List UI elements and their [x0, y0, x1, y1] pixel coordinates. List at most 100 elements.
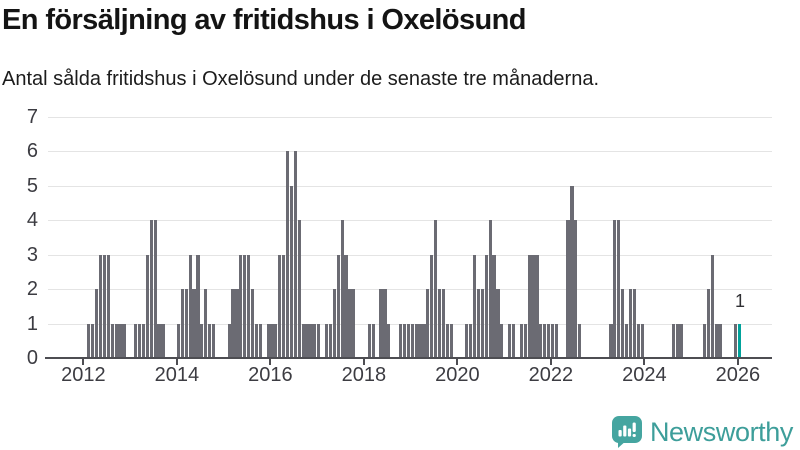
y-axis-label-7: 7: [26, 106, 38, 128]
bar: [301, 323, 305, 358]
bar: [476, 289, 481, 358]
last-bar-value-label: 1: [734, 291, 745, 311]
bar: [110, 323, 114, 358]
x-tick-2016: [269, 359, 272, 365]
bar: [609, 323, 613, 358]
bar: [134, 323, 138, 358]
bar: [613, 220, 617, 358]
bar: [718, 323, 722, 358]
y-axis-label-0: 0: [26, 347, 38, 369]
bar: [671, 323, 675, 358]
bar: [702, 323, 707, 358]
bar: [344, 254, 348, 358]
bar: [289, 185, 294, 358]
bar: [410, 323, 414, 358]
bar: [348, 289, 352, 358]
bar: [706, 289, 710, 358]
x-tick-2018: [362, 359, 365, 365]
x-tick-2014: [175, 359, 178, 365]
bar: [188, 254, 192, 358]
bar: [434, 220, 438, 358]
plot-area: [45, 117, 772, 358]
bar: [250, 289, 255, 358]
bar: [734, 323, 738, 358]
bar: [305, 323, 309, 358]
bar: [406, 323, 410, 358]
bar: [480, 289, 484, 358]
bar: [98, 254, 103, 358]
bar: [278, 254, 282, 358]
bar: [511, 323, 516, 358]
bar: [574, 220, 578, 358]
bar: [632, 289, 636, 358]
y-axis-label-1: 1: [26, 312, 38, 335]
bar: [340, 220, 344, 358]
x-axis-label-2022: 2022: [528, 364, 574, 386]
bar: [570, 185, 574, 358]
bar: [122, 323, 126, 358]
bar: [488, 220, 492, 358]
bar: [371, 323, 375, 358]
bar: [418, 323, 422, 358]
bar: [332, 289, 336, 358]
gridline-y5: [48, 185, 772, 187]
bar: [239, 254, 243, 358]
bar: [211, 323, 216, 358]
bar: [640, 323, 644, 358]
x-axis-label-2026: 2026: [715, 364, 761, 386]
bar: [710, 254, 714, 358]
bar: [231, 289, 235, 358]
x-tick-2026: [736, 359, 739, 365]
bar: [149, 220, 153, 358]
bar: [624, 323, 629, 358]
bar: [114, 323, 118, 358]
y-axis-label-5: 5: [26, 174, 38, 197]
bar: [106, 254, 110, 358]
x-axis-label-2020: 2020: [435, 364, 480, 386]
bar: [145, 254, 149, 358]
bar: [547, 323, 551, 358]
bar: [379, 289, 383, 358]
bar: [309, 323, 313, 358]
gridline-y1: [48, 323, 772, 325]
bar: [192, 289, 196, 358]
bar: [519, 323, 523, 358]
bar: [118, 323, 122, 358]
bar: [426, 289, 430, 358]
bar: [531, 254, 535, 358]
bar: [535, 254, 539, 358]
bar: [208, 323, 212, 358]
bar: [566, 220, 570, 358]
bar: [469, 323, 473, 358]
x-axis-label-2016: 2016: [248, 364, 293, 386]
bar: [621, 289, 625, 358]
bar: [184, 289, 188, 358]
bar: [496, 289, 500, 358]
page-title: En försäljning av fritidshus i Oxelösund: [2, 4, 526, 36]
bar: [196, 254, 200, 358]
bar: [367, 323, 371, 358]
bar: [449, 323, 453, 358]
bar: [550, 323, 555, 358]
bar: [324, 323, 329, 358]
bar: [527, 254, 531, 358]
bar: [87, 323, 91, 358]
x-tick-2024: [643, 359, 646, 365]
bar: [636, 323, 640, 358]
bar: [293, 151, 297, 358]
bar: [500, 323, 504, 358]
bar: [679, 323, 683, 358]
bar: [472, 254, 477, 358]
bar: [484, 254, 488, 358]
y-axis-label-6: 6: [26, 140, 38, 163]
bar: [628, 289, 632, 358]
newsworthy-logo: Newsworthy: [611, 416, 793, 449]
bar: [543, 323, 547, 358]
bar: [508, 323, 512, 358]
x-axis-label-2012: 2012: [61, 364, 106, 386]
bar: [102, 254, 107, 358]
gridline-y6: [48, 151, 772, 153]
bar: [153, 220, 157, 358]
newsworthy-bubble-chart-icon: [611, 416, 642, 449]
